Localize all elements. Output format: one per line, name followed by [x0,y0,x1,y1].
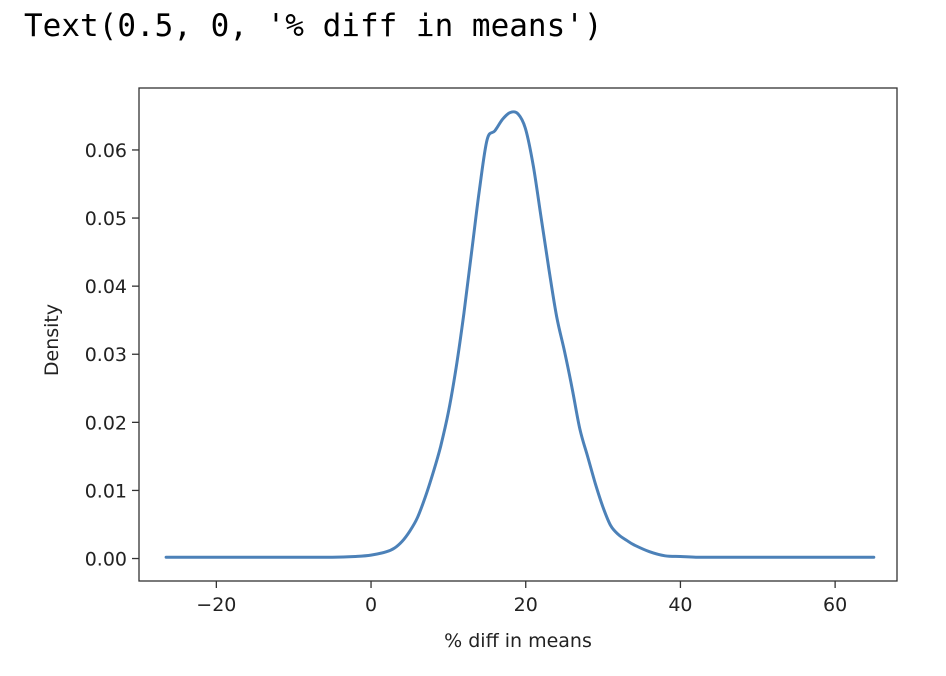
x-tick-label: −20 [196,594,236,616]
density-line [164,110,876,559]
y-tick-label: 0.03 [85,344,127,366]
y-tick-label: 0.05 [85,208,127,230]
y-axis-ticks: 0.00 0.01 0.02 0.03 0.04 0.05 0.06 [85,140,139,571]
y-axis-label: Density [41,304,63,376]
y-tick-label: 0.06 [85,140,127,162]
x-tick-label: 60 [823,594,847,616]
y-tick-label: 0.01 [85,480,127,502]
x-tick-label: 20 [514,594,538,616]
cell-output-text: Text(0.5, 0, '% diff in means') [24,8,603,44]
x-tick-label: 40 [668,594,692,616]
y-tick-label: 0.00 [85,549,127,571]
y-tick-label: 0.04 [85,276,127,298]
x-tick-label: 0 [365,594,377,616]
plot-frame [138,87,898,582]
x-axis-label: % diff in means [444,630,592,652]
y-tick-label: 0.02 [85,412,127,434]
x-axis-ticks: −20 0 20 40 60 [196,581,847,616]
